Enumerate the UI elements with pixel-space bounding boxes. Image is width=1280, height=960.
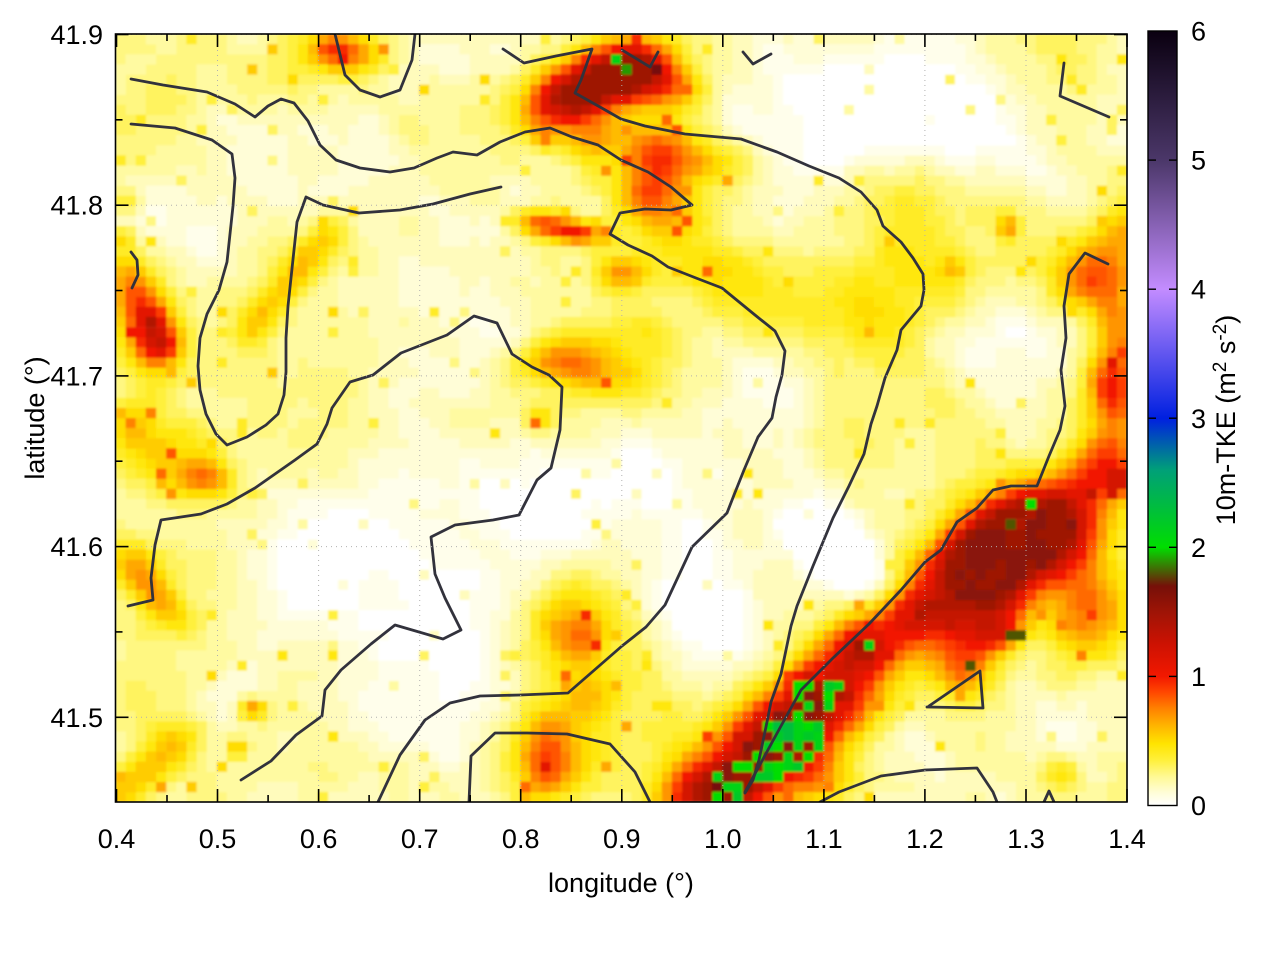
svg-text:0.8: 0.8 <box>502 824 540 854</box>
svg-text:3: 3 <box>1191 404 1206 434</box>
svg-text:1.3: 1.3 <box>1007 824 1045 854</box>
svg-text:0.7: 0.7 <box>401 824 439 854</box>
svg-text:0.6: 0.6 <box>300 824 338 854</box>
svg-text:1.1: 1.1 <box>805 824 843 854</box>
svg-text:longitude (°): longitude (°) <box>548 868 694 898</box>
svg-text:5: 5 <box>1191 146 1206 176</box>
svg-text:0.5: 0.5 <box>199 824 237 854</box>
svg-text:41.6: 41.6 <box>50 532 103 562</box>
svg-text:0: 0 <box>1191 791 1206 821</box>
svg-text:41.8: 41.8 <box>50 191 103 221</box>
svg-text:0.9: 0.9 <box>603 824 641 854</box>
svg-text:2: 2 <box>1191 533 1206 563</box>
svg-text:0.4: 0.4 <box>98 824 136 854</box>
svg-text:1.4: 1.4 <box>1108 824 1146 854</box>
svg-text:1.2: 1.2 <box>906 824 944 854</box>
svg-text:41.5: 41.5 <box>50 703 103 733</box>
svg-text:latitude (°): latitude (°) <box>20 356 50 479</box>
svg-text:1: 1 <box>1191 662 1206 692</box>
svg-text:41.7: 41.7 <box>50 361 103 391</box>
svg-text:41.9: 41.9 <box>50 20 103 50</box>
svg-text:6: 6 <box>1191 17 1206 47</box>
svg-text:10m-TKE (m2 s-2): 10m-TKE (m2 s-2) <box>1210 315 1241 526</box>
svg-text:4: 4 <box>1191 275 1206 305</box>
svg-text:1.0: 1.0 <box>704 824 742 854</box>
